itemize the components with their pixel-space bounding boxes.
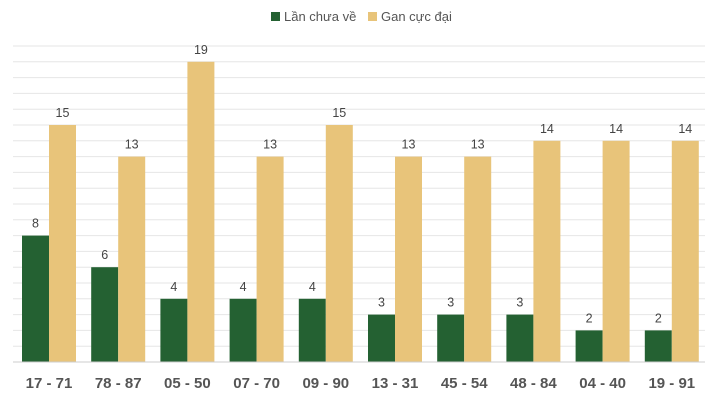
bar-lan-chua-ve-7[interactable] [506, 314, 534, 362]
value-label: 3 [447, 296, 454, 310]
x-tick-label: 09 - 90 [302, 375, 349, 392]
bar-gan-cuc-dai-0[interactable] [49, 125, 76, 362]
x-tick-label: 78 - 87 [95, 375, 142, 392]
bars [22, 61, 699, 363]
legend-item-series-1[interactable]: Gan cực đại [368, 9, 452, 24]
value-label: 15 [56, 106, 70, 120]
value-label: 15 [332, 106, 346, 120]
value-label: 2 [655, 311, 662, 325]
value-label: 4 [309, 280, 316, 294]
x-axis-ticks: 17 - 71 78 - 87 05 - 50 07 - 70 09 - 90 13 - … [26, 375, 696, 392]
legend: Lần chưa về Gan cực đại [271, 9, 452, 24]
legend-swatch-series-0 [271, 12, 280, 21]
bar-lan-chua-ve-1[interactable] [91, 267, 119, 362]
bar-gan-cuc-dai-8[interactable] [602, 140, 630, 362]
value-label: 4 [240, 280, 247, 294]
bar-lan-chua-ve-8[interactable] [575, 330, 603, 362]
value-label: 4 [170, 280, 177, 294]
x-tick-label: 17 - 71 [26, 375, 73, 392]
value-label: 14 [540, 122, 554, 136]
value-label: 6 [101, 248, 108, 262]
x-tick-label: 07 - 70 [233, 375, 280, 392]
bar-lan-chua-ve-9[interactable] [644, 330, 672, 362]
x-tick-label: 05 - 50 [164, 375, 211, 392]
bar-gan-cuc-dai-1[interactable] [118, 156, 146, 362]
bar-gan-cuc-dai-9[interactable] [671, 140, 699, 362]
value-label: 13 [263, 138, 277, 152]
bar-lan-chua-ve-4[interactable] [298, 298, 326, 362]
value-label: 3 [516, 296, 523, 310]
value-label: 13 [402, 138, 416, 152]
x-tick-label: 48 - 84 [510, 375, 557, 392]
bar-gan-cuc-dai-7[interactable] [533, 140, 561, 362]
bar-gan-cuc-dai-6[interactable] [464, 156, 492, 362]
value-label: 13 [471, 138, 485, 152]
x-tick-label: 45 - 54 [441, 375, 488, 392]
x-tick-label: 04 - 40 [579, 375, 626, 392]
bar-lan-chua-ve-3[interactable] [229, 298, 257, 362]
value-label: 14 [678, 122, 692, 136]
legend-label-series-1: Gan cực đại [381, 9, 452, 24]
value-label: 14 [609, 122, 623, 136]
value-label: 19 [194, 43, 208, 57]
legend-item-series-0[interactable]: Lần chưa về [271, 9, 356, 24]
bar-lan-chua-ve-5[interactable] [368, 314, 395, 362]
value-label: 8 [32, 217, 39, 231]
value-label: 2 [586, 311, 593, 325]
value-labels: 8 15 6 13 4 19 4 13 4 15 3 13 3 13 3 14 2 14 2 14 [32, 43, 692, 326]
bar-lan-chua-ve-2[interactable] [160, 298, 188, 362]
x-tick-label: 13 - 31 [372, 375, 419, 392]
legend-label-series-0: Lần chưa về [284, 9, 356, 24]
bar-gan-cuc-dai-5[interactable] [395, 156, 422, 362]
bar-lan-chua-ve-0[interactable] [22, 235, 49, 362]
bar-gan-cuc-dai-2[interactable] [187, 61, 215, 363]
bar-lan-chua-ve-6[interactable] [437, 314, 465, 362]
value-label: 3 [378, 296, 385, 310]
x-tick-label: 19 - 91 [648, 375, 695, 392]
value-label: 13 [125, 138, 139, 152]
legend-swatch-series-1 [368, 12, 377, 21]
bar-gan-cuc-dai-4[interactable] [325, 125, 353, 362]
bar-gan-cuc-dai-3[interactable] [256, 156, 284, 362]
